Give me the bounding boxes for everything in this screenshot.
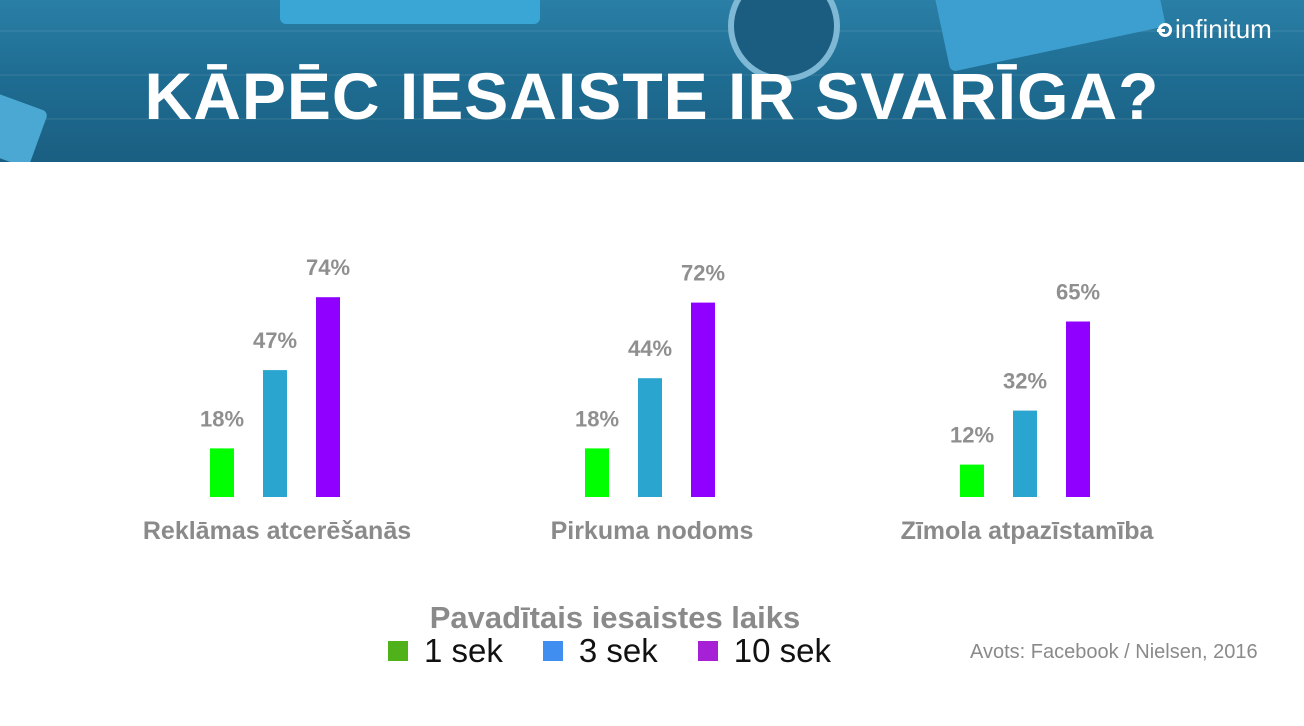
legend-label: 1 sek — [424, 632, 503, 669]
value-label-1-10-sek: 74% — [306, 255, 350, 280]
legend-swatch — [542, 641, 563, 661]
page-title: KĀPĒC IESAISTE IR SVARĪGA? — [144, 59, 1160, 133]
legend-item-3-sek: 3 sek — [542, 632, 658, 670]
notebook-decoration — [280, 0, 540, 24]
bar-1-3-sek — [263, 370, 287, 497]
bar-2-10-sek — [691, 302, 715, 497]
value-label-1-1-sek: 18% — [200, 406, 244, 431]
category-label-1: Reklāmas atcerēšanās — [143, 517, 411, 545]
bar-3-10-sek — [1066, 321, 1090, 497]
legend-swatch — [697, 641, 718, 661]
value-label-3-10-sek: 65% — [1056, 280, 1100, 305]
value-label-3-3-sek: 32% — [1003, 369, 1047, 394]
legend-item-1-sek: 1 sek — [388, 632, 503, 670]
legend: 1 sek 3 sek 10 sek — [388, 632, 871, 670]
logo-icon — [1157, 22, 1172, 37]
bar-2-3-sek — [638, 378, 662, 497]
source-note: Avots: Facebook / Nielsen, 2016 — [970, 641, 1258, 663]
value-label-1-3-sek: 47% — [253, 328, 297, 353]
header-banner: KĀPĒC IESAISTE IR SVARĪGA? infinitum — [0, 0, 1304, 162]
legend-title: Pavadītais iesaistes laiks — [429, 600, 801, 635]
bar-2-1-sek — [585, 448, 609, 497]
bar-3-1-sek — [960, 464, 984, 497]
legend-label: 10 sek — [733, 632, 831, 669]
bar-1-10-sek — [316, 297, 340, 497]
legend-item-10-sek: 10 sek — [697, 632, 831, 670]
logo: infinitum — [1157, 14, 1272, 45]
bar-chart: 18% 47% 74% Reklāmas atcerēšanās 18% 44% 72% Pi… — [143, 255, 1155, 545]
category-label-3: Zīmola atpazīstamība — [901, 517, 1155, 545]
value-label-2-1-sek: 18% — [575, 406, 619, 431]
legend-swatch — [388, 641, 408, 661]
legend-label: 3 sek — [578, 632, 658, 669]
category-label-2: Pirkuma nodoms — [551, 517, 754, 545]
bar-1-1-sek — [210, 448, 234, 497]
logo-text: infinitum — [1175, 14, 1272, 44]
bar-3-3-sek — [1013, 410, 1037, 497]
value-label-2-3-sek: 44% — [628, 336, 672, 361]
value-label-2-10-sek: 72% — [681, 261, 725, 286]
value-label-3-1-sek: 12% — [950, 423, 994, 448]
